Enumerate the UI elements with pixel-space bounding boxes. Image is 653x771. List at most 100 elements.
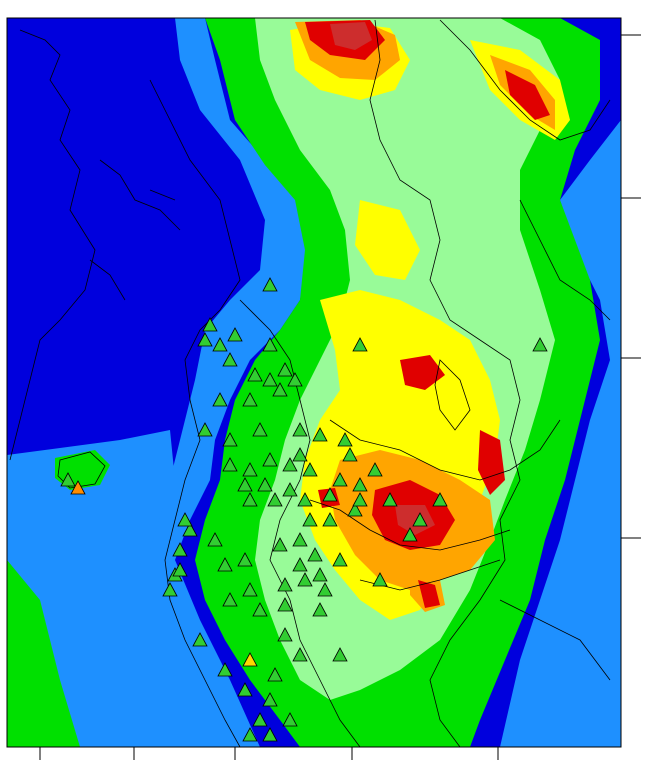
station-marker (242, 652, 258, 667)
station-marker (352, 477, 368, 492)
station-marker (302, 462, 318, 477)
region-low-west (7, 430, 240, 747)
station-marker (312, 602, 328, 617)
region-extreme-s (395, 505, 435, 535)
station-marker (292, 557, 308, 572)
station-marker (237, 682, 253, 697)
station-marker (242, 462, 258, 477)
station-marker (252, 712, 268, 727)
station-marker (242, 582, 258, 597)
station-marker (222, 432, 238, 447)
station-marker (412, 512, 428, 527)
station-marker (292, 647, 308, 662)
station-marker (302, 512, 318, 527)
station-marker (207, 532, 223, 547)
station-marker (262, 692, 278, 707)
station-marker (212, 337, 228, 352)
station-marker (332, 552, 348, 567)
station-marker (262, 452, 278, 467)
station-marker (312, 567, 328, 582)
station-marker (237, 477, 253, 492)
station-marker (272, 537, 288, 552)
station-marker (262, 372, 278, 387)
station-marker (352, 492, 368, 507)
station-marker (277, 577, 293, 592)
station-marker (352, 337, 368, 352)
coastline-east (369, 19, 521, 747)
station-marker (252, 602, 268, 617)
station-marker (277, 597, 293, 612)
station-marker (222, 457, 238, 472)
station-marker (287, 372, 303, 387)
border-east-2 (519, 199, 611, 321)
coastline-islands (89, 159, 181, 301)
station-marker (297, 572, 313, 587)
station-marker (282, 712, 298, 727)
station-marker (212, 392, 228, 407)
border-inner-1 (329, 419, 561, 481)
station-marker (177, 512, 193, 527)
station-marker (262, 727, 278, 742)
station-marker (272, 382, 288, 397)
coastline-peninsula (149, 79, 241, 747)
island-outline (57, 451, 106, 489)
station-marker (337, 432, 353, 447)
station-marker (267, 667, 283, 682)
station-marker (202, 317, 218, 332)
station-marker (262, 277, 278, 292)
station-marker (217, 557, 233, 572)
region-mid-low-sw (7, 560, 80, 747)
station-marker (312, 427, 328, 442)
station-marker (297, 492, 313, 507)
axis-right-ticks (621, 34, 641, 539)
border-lake (434, 359, 471, 431)
station-marker (242, 392, 258, 407)
border-north-east (439, 19, 611, 141)
station-marker (382, 492, 398, 507)
region-mid-high-central (355, 200, 420, 280)
station-marker (292, 447, 308, 462)
station-marker (367, 462, 383, 477)
station-marker (252, 422, 268, 437)
plot-border (6, 17, 622, 748)
station-marker (192, 632, 208, 647)
region-low-coast (150, 18, 310, 747)
station-marker (70, 480, 86, 495)
station-marker (322, 487, 338, 502)
station-marker (222, 352, 238, 367)
station-marker (247, 367, 263, 382)
station-marker (322, 512, 338, 527)
station-marker (60, 472, 76, 487)
station-marker (242, 492, 258, 507)
station-marker (172, 562, 188, 577)
region-very-high-mid (400, 355, 445, 390)
station-marker (222, 592, 238, 607)
region-low-east (500, 120, 621, 747)
axis-bottom-ticks (39, 747, 499, 760)
station-marker (282, 457, 298, 472)
station-marker (277, 627, 293, 642)
station-marker (182, 522, 198, 537)
station-marker (282, 482, 298, 497)
border-south-east (499, 599, 611, 681)
map-raster (7, 18, 621, 747)
coastline-west (9, 29, 96, 461)
station-marker (432, 492, 448, 507)
station-marker (262, 337, 278, 352)
station-marker (342, 447, 358, 462)
station-marker (372, 572, 388, 587)
station-marker (347, 502, 363, 517)
station-marker (317, 582, 333, 597)
station-marker (277, 362, 293, 377)
station-marker (292, 422, 308, 437)
station-marker (332, 472, 348, 487)
region-very-high-ne (505, 70, 550, 120)
station-marker (332, 647, 348, 662)
border-inner-3 (359, 559, 501, 591)
station-marker (237, 552, 253, 567)
station-markers (60, 277, 548, 742)
station-marker (162, 582, 178, 597)
coastlines (9, 19, 611, 747)
station-marker (197, 332, 213, 347)
